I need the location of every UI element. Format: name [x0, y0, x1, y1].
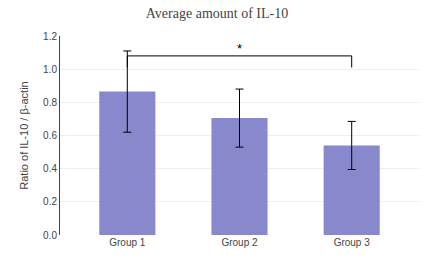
svg-text:0.8: 0.8	[43, 97, 57, 108]
svg-text:0.2: 0.2	[43, 196, 57, 207]
svg-text:1.0: 1.0	[43, 64, 57, 75]
svg-text:Group 2: Group 2	[221, 237, 258, 248]
svg-text:0.6: 0.6	[43, 130, 57, 141]
svg-text:Average amount of IL-10: Average amount of IL-10	[146, 6, 288, 21]
svg-text:Ratio of IL-10 / β-actin: Ratio of IL-10 / β-actin	[18, 81, 30, 189]
svg-text:Group 3: Group 3	[334, 237, 371, 248]
svg-text:0.0: 0.0	[43, 230, 57, 241]
svg-text:Group 1: Group 1	[109, 237, 146, 248]
svg-text:0.4: 0.4	[43, 163, 57, 174]
svg-text:1.2: 1.2	[43, 31, 57, 42]
svg-text:*: *	[237, 41, 242, 56]
